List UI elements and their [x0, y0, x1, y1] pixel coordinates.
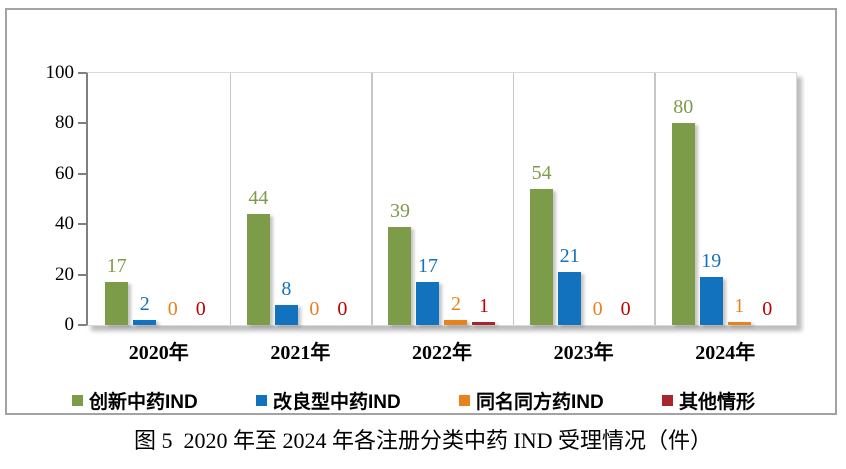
category-group: 80 19 1 0 2024年	[654, 73, 796, 364]
bar-slot: 0	[756, 73, 779, 325]
x-axis-label: 2023年	[553, 342, 614, 364]
bar-slot: 80	[671, 73, 695, 325]
bar	[558, 272, 582, 325]
bar-slot: 21	[558, 73, 582, 325]
y-axis-tick-label: 100	[45, 62, 75, 83]
bar	[416, 282, 440, 325]
bar	[530, 188, 554, 325]
bar-value-label: 54	[531, 161, 552, 184]
y-axis-tick-label: 40	[55, 213, 74, 235]
figure-caption: 图 5 2020 年至 2024 年各注册分类中药 IND 受理情况（件）	[133, 428, 713, 453]
y-axis-tick	[78, 324, 86, 326]
bar-value-label: 44	[248, 187, 269, 210]
legend-item: 改良型中药IND	[255, 387, 401, 414]
legend-label: 改良型中药IND	[272, 391, 401, 413]
bar-value-label: 0	[592, 298, 603, 320]
legend-label: 同名同方药IND	[475, 391, 604, 413]
bar-value-label: 19	[701, 250, 722, 273]
bar-slot: 2	[444, 73, 468, 325]
legend-swatch-icon	[255, 394, 267, 406]
category-group: 39 17 2 1 2022年	[371, 73, 513, 364]
bar-value-label: 0	[167, 298, 178, 320]
bar-value-label: 0	[620, 298, 631, 320]
y-axis-tick	[78, 72, 86, 74]
bar-value-label: 0	[195, 298, 206, 320]
x-axis-label: 2024年	[695, 342, 756, 364]
x-axis-label: 2021年	[270, 342, 331, 364]
legend-swatch-icon	[72, 394, 83, 406]
category-group: 17 2 0 0 2020年	[88, 73, 230, 364]
bar-slot: 2	[133, 73, 157, 325]
group-separator-line	[371, 73, 373, 325]
legend-label: 其他情形	[678, 391, 755, 413]
bar	[699, 277, 723, 325]
bar	[274, 304, 298, 325]
bar-slot: 44	[246, 73, 270, 325]
bar	[388, 226, 412, 325]
bar-slot: 19	[699, 73, 723, 325]
y-axis-tick-label: 20	[55, 263, 74, 285]
group-separator-line	[229, 73, 232, 325]
y-axis-tick-label: 80	[55, 112, 74, 134]
group-separator-line	[512, 73, 515, 325]
y-axis-tick	[78, 172, 86, 175]
legend-label: 创新中药IND	[89, 391, 198, 413]
bar-slot: 8	[274, 73, 298, 325]
legend-swatch-icon	[458, 394, 470, 406]
bar-slot: 39	[388, 73, 412, 325]
bar-slot: 0	[331, 73, 354, 325]
bar-slot: 0	[614, 73, 637, 325]
bar	[727, 322, 751, 325]
bar-slot: 0	[303, 73, 326, 325]
bar-slot: 0	[586, 73, 609, 325]
bar-slot: 0	[161, 73, 184, 325]
y-axis-tick-label: 0	[64, 314, 75, 335]
bar-slot: 1	[472, 73, 496, 325]
bar	[246, 214, 270, 325]
y-axis-tick	[78, 122, 86, 125]
category-group: 54 21 0 0 2023年	[513, 73, 655, 364]
category-group: 44 8 0 0 2021年	[230, 73, 372, 364]
y-axis-tick-label: 60	[55, 162, 74, 184]
bar-value-label: 17	[417, 255, 438, 278]
bar	[444, 319, 468, 325]
bar-slot: 17	[105, 73, 129, 325]
figure-frame: 0 20 40 60 80 100 17 2 0 0 2020年 44 8 0 0 2021年 39 17 2 1 20…	[5, 8, 837, 415]
bar-slot: 17	[416, 73, 440, 325]
group-separator-line	[654, 73, 656, 325]
bar-value-label: 80	[673, 96, 694, 119]
bar-value-label: 1	[478, 295, 489, 318]
bar-value-label: 0	[337, 298, 348, 320]
bar-value-label: 8	[281, 277, 292, 300]
bar	[133, 319, 157, 325]
bar-value-label: 17	[106, 255, 127, 278]
y-axis-tick	[78, 223, 86, 226]
bar-value-label: 39	[389, 199, 410, 222]
bar-value-label: 1	[734, 295, 745, 318]
legend-item: 创新中药IND	[72, 387, 198, 414]
bar-value-label: 0	[762, 298, 773, 320]
x-axis-label: 2022年	[411, 342, 472, 364]
bar	[671, 123, 695, 325]
bar	[105, 282, 129, 325]
plot-area: 0 20 40 60 80 100 17 2 0 0 2020年 44 8 0 0 2021年 39 17 2 1 20…	[46, 62, 797, 364]
legend-item: 同名同方药IND	[458, 387, 604, 414]
bar	[472, 322, 496, 325]
legend-item: 其他情形	[661, 387, 755, 414]
bar-value-label: 2	[139, 292, 150, 315]
bar-value-label: 21	[559, 245, 580, 268]
y-axis-tick	[78, 273, 86, 276]
legend-swatch-icon	[661, 394, 673, 406]
x-axis-label: 2020年	[128, 342, 189, 364]
bar-slot: 1	[727, 73, 751, 325]
bar-value-label: 2	[450, 292, 461, 315]
bar-slot: 54	[530, 73, 554, 325]
bar-value-label: 0	[309, 298, 320, 320]
bar-slot: 0	[189, 73, 212, 325]
legend: 创新中药IND 改良型中药IND 同名同方药IND 其他情形	[72, 387, 755, 414]
